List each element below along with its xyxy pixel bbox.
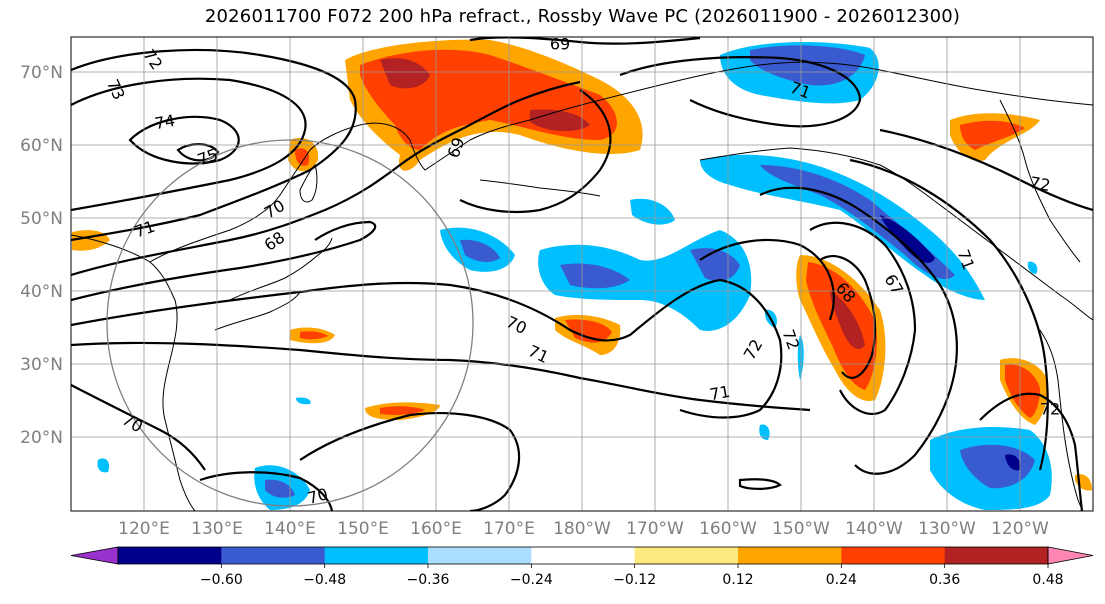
positive-shading: [72, 39, 1092, 491]
lat-label: 50°N: [20, 209, 63, 229]
colorbar-bin: [841, 547, 946, 564]
contour-label: 69: [550, 35, 570, 54]
latitude-labels: 70°N 60°N 50°N 40°N 30°N 20°N: [20, 63, 63, 448]
lat-label: 60°N: [20, 136, 63, 156]
lon-label: 170°W: [626, 519, 684, 539]
colorbar-tick-label: 0.12: [722, 572, 753, 588]
colorbar-bin: [738, 547, 842, 564]
colorbar-tick-label: −0.36: [407, 572, 450, 588]
lon-label: 150°E: [337, 519, 389, 539]
graticule: [71, 37, 1093, 511]
lon-label: 180°W: [553, 519, 611, 539]
lon-label: 130°W: [918, 519, 976, 539]
lat-label: 40°N: [20, 282, 63, 302]
colorbar-bin: [531, 547, 636, 564]
lon-label: 120°E: [118, 519, 170, 539]
colorbar: −0.60 −0.48 −0.36 −0.24 −0.12 0.12 0.24 0.36 0.4…: [70, 546, 1094, 588]
lon-label: 140°W: [845, 519, 903, 539]
lat-label: 70°N: [20, 63, 63, 83]
lon-label: 120°W: [991, 519, 1049, 539]
lon-label: 150°W: [772, 519, 830, 539]
height-contours: [71, 37, 1093, 511]
lon-label: 160°E: [410, 519, 462, 539]
colorbar-tick-label: 0.36: [929, 572, 960, 588]
colorbar-bin: [324, 547, 429, 564]
lat-label: 30°N: [20, 355, 63, 375]
colorbar-extension-high: [1047, 546, 1094, 565]
contour-label: 72: [1040, 400, 1060, 419]
longitude-labels: 120°E 130°E 140°E 150°E 160°E 170°E 180°…: [118, 519, 1049, 539]
region-circle: [106, 139, 474, 507]
colorbar-tick-label: 0.24: [826, 572, 857, 588]
colorbar-tick-label: −0.24: [510, 572, 553, 588]
map-title: 2026011700 F072 200 hPa refract., Rossby…: [204, 6, 961, 27]
lon-label: 160°W: [699, 519, 757, 539]
lon-label: 170°E: [483, 519, 535, 539]
colorbar-bin: [428, 547, 532, 564]
contour-label: 74: [153, 111, 176, 133]
colorbar-tick-label: −0.48: [303, 572, 346, 588]
colorbar-tick-label: −0.60: [200, 572, 243, 588]
colorbar-extension-low: [70, 546, 119, 565]
lat-label: 20°N: [20, 428, 63, 448]
colorbar-bin: [221, 547, 326, 564]
colorbar-bin: [118, 547, 222, 564]
lon-label: 130°E: [191, 519, 243, 539]
lon-label: 140°E: [264, 519, 316, 539]
colorbar-tick-label: 0.48: [1032, 572, 1063, 588]
colorbar-tick-label: −0.12: [613, 572, 656, 588]
contour-label: 71: [708, 382, 731, 404]
colorbar-bin: [634, 547, 739, 564]
contour-label: 70: [305, 484, 330, 508]
colorbar-bin: [944, 547, 1049, 564]
colorbar-frame: [117, 546, 1049, 565]
contour-label: 72: [1028, 173, 1051, 195]
map-frame: [70, 36, 1094, 512]
